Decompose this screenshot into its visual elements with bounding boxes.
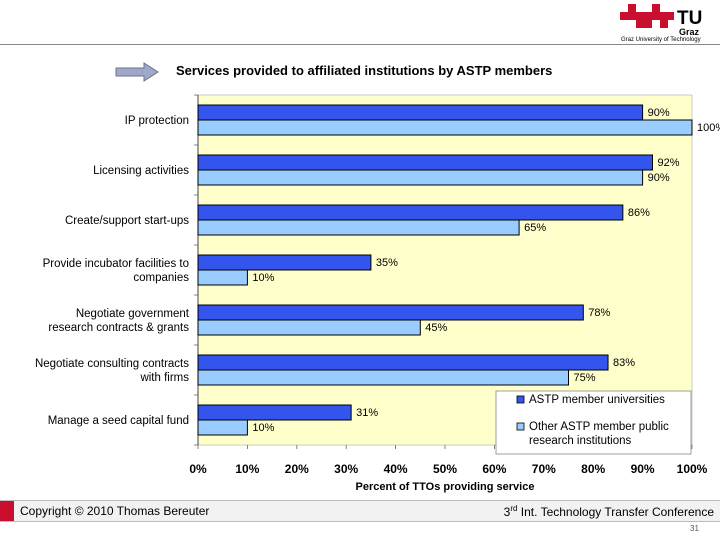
data-label: 90% bbox=[648, 107, 670, 119]
conference-number: 3 bbox=[503, 505, 511, 519]
category-label: Negotiate government research contracts &… bbox=[48, 308, 189, 334]
bar-chart: 90% 100% 92% 90% 86% 65% 35% 10% 78% 45% 83% 75% 31%… bbox=[35, 94, 720, 493]
logo-pixel-pattern bbox=[620, 4, 674, 28]
data-label: 10% bbox=[252, 272, 274, 284]
data-label: 45% bbox=[425, 322, 447, 334]
data-label: 65% bbox=[524, 222, 546, 234]
bar-astp-universities bbox=[197, 354, 609, 371]
data-label: 10% bbox=[252, 422, 274, 434]
logo-graz-text: Graz bbox=[679, 27, 700, 37]
x-tick-label: 40% bbox=[384, 462, 408, 476]
x-tick-label: 90% bbox=[631, 462, 655, 476]
bar-astp-universities bbox=[197, 104, 644, 121]
x-tick-label: 10% bbox=[235, 462, 259, 476]
x-tick-label: 50% bbox=[433, 462, 457, 476]
copyright-text: Copyright © 2010 Thomas Bereuter bbox=[20, 504, 210, 518]
data-label: 75% bbox=[574, 372, 596, 384]
bar-astp-universities bbox=[197, 404, 352, 421]
header-divider bbox=[0, 44, 720, 45]
legend-label: Other ASTP member public research institu… bbox=[529, 421, 669, 447]
data-label: 86% bbox=[628, 207, 650, 219]
university-name: Graz University of Technology bbox=[621, 37, 701, 43]
bar-astp-universities bbox=[197, 254, 372, 271]
data-label: 100% bbox=[697, 122, 720, 134]
bar-other-institutions bbox=[197, 169, 644, 186]
x-tick-label: 20% bbox=[285, 462, 309, 476]
legend-label: ASTP member universities bbox=[529, 394, 665, 406]
category-label: Manage a seed capital fund bbox=[48, 415, 189, 427]
bar-astp-universities bbox=[197, 154, 653, 171]
category-label: IP protection bbox=[125, 115, 189, 127]
tu-graz-logo: TU Graz bbox=[620, 4, 702, 37]
legend-swatch-astp-universities bbox=[516, 395, 525, 404]
x-tick-label: 60% bbox=[482, 462, 506, 476]
data-label: 31% bbox=[356, 407, 378, 419]
conference-text: 3rd Int. Technology Transfer Conference bbox=[504, 504, 714, 519]
conference-ordinal: rd bbox=[510, 504, 518, 513]
logo-tu-text: TU bbox=[677, 8, 702, 29]
arrow-right-icon bbox=[115, 62, 159, 82]
category-label: Licensing activities bbox=[93, 165, 189, 177]
category-label: Provide incubator facilities to companies bbox=[43, 258, 190, 284]
category-label: Negotiate consulting contracts with firms bbox=[35, 358, 189, 384]
legend-swatch-other-institutions bbox=[516, 422, 525, 431]
bar-other-institutions bbox=[197, 419, 248, 436]
data-label: 35% bbox=[376, 257, 398, 269]
footer-accent bbox=[0, 501, 14, 521]
x-tick-label: 70% bbox=[532, 462, 556, 476]
bar-other-institutions bbox=[197, 269, 248, 286]
bar-astp-universities bbox=[197, 204, 624, 221]
data-label: 78% bbox=[588, 307, 610, 319]
bar-other-institutions bbox=[197, 119, 693, 136]
data-label: 83% bbox=[613, 357, 635, 369]
x-tick-label: 100% bbox=[677, 462, 708, 476]
data-label: 90% bbox=[648, 172, 670, 184]
footer-bar: Copyright © 2010 Thomas Bereuter 3rd Int… bbox=[0, 500, 720, 522]
bar-other-institutions bbox=[197, 369, 569, 386]
x-tick-label: 30% bbox=[334, 462, 358, 476]
bar-astp-universities bbox=[197, 304, 584, 321]
chart-legend: ASTP member universities Other ASTP membe… bbox=[495, 390, 692, 455]
page-number: 31 bbox=[690, 524, 699, 533]
x-tick-label: 80% bbox=[581, 462, 605, 476]
x-tick-label: 0% bbox=[189, 462, 207, 476]
bar-other-institutions bbox=[197, 319, 421, 336]
data-label: 92% bbox=[657, 157, 679, 169]
category-label: Create/support start-ups bbox=[65, 215, 189, 227]
x-axis-label: Percent of TTOs providing service bbox=[356, 481, 535, 493]
legend-box bbox=[495, 390, 692, 455]
bar-other-institutions bbox=[197, 219, 520, 236]
conference-name: Int. Technology Transfer Conference bbox=[517, 505, 714, 519]
chart-title: Services provided to affiliated institut… bbox=[176, 63, 553, 78]
